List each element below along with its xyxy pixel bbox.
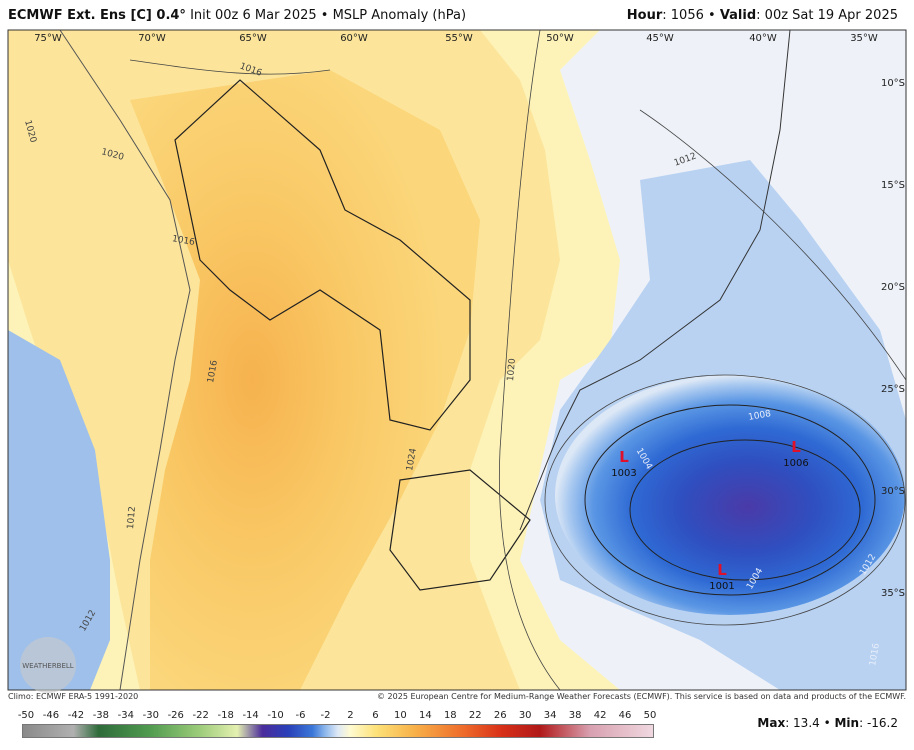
borders: [174, 79, 471, 431]
latitude-label: 20°S: [881, 282, 905, 293]
colorbar-label: -2: [320, 710, 331, 721]
low-pressure: 1006: [783, 458, 808, 469]
longitude-label: 35°W: [850, 33, 878, 44]
colorbar-label: -18: [217, 710, 234, 721]
isobar: [499, 29, 561, 691]
isobar: [584, 404, 876, 596]
colorbar-label: 50: [643, 710, 657, 721]
climo-note: Climo: ECMWF ERA-5 1991-2020: [8, 692, 139, 701]
longitude-label: 50°W: [546, 33, 574, 44]
valid-value: : 00z Sat 19 Apr 2025: [756, 8, 898, 23]
contour-label: 1012: [126, 506, 138, 530]
colorbar-label: -34: [117, 710, 134, 721]
title: ECMWF Ext. Ens [C] 0.4°: [8, 8, 186, 23]
isobar: [639, 109, 907, 381]
subtitle: Init 00z 6 Mar 2025 • MSLP Anomaly (hPa): [190, 8, 467, 23]
header-left: ECMWF Ext. Ens [C] 0.4° Init 00z 6 Mar 2…: [8, 8, 466, 23]
longitude-label: 45°W: [646, 33, 674, 44]
colorbar-label: -22: [192, 710, 209, 721]
colorbar-label: 10: [394, 710, 407, 721]
colorbar-label: -6: [295, 710, 306, 721]
pacific-cool-anomaly: [8, 330, 110, 690]
low-pressure: 1001: [709, 581, 734, 592]
contour-label: 1020: [506, 358, 518, 382]
colorbar-label: 38: [568, 710, 582, 721]
latitude-label: 10°S: [881, 78, 905, 89]
map-frame: [7, 29, 907, 691]
colorbar-label: 30: [518, 710, 532, 721]
colorbar-label: 34: [543, 710, 557, 721]
logo-badge: [20, 637, 76, 693]
isobar: [544, 374, 906, 626]
latitude-label: 35°S: [881, 588, 905, 599]
colorbar-label: 6: [372, 710, 379, 721]
coastline: [59, 29, 191, 691]
colorbar-label: 18: [443, 710, 457, 721]
longitude-label: 40°W: [749, 33, 777, 44]
min-label: Min: [834, 716, 860, 730]
low-pressure: 1003: [611, 468, 636, 479]
colorbar-label: -50: [17, 710, 35, 721]
borders: [389, 469, 531, 591]
low-symbol: L: [717, 561, 727, 579]
latitude-label: 15°S: [881, 180, 905, 191]
colorbar-label: -46: [42, 710, 60, 721]
contour-label: 1024: [405, 447, 419, 472]
low-symbol: L: [619, 448, 629, 466]
valid-label: Valid: [719, 8, 757, 23]
contour-label: 1016: [206, 359, 220, 384]
hour-value: : 1056 •: [662, 8, 716, 23]
colorbar-label: -26: [167, 710, 184, 721]
strong-warm-anomaly: [130, 70, 480, 690]
longitude-label: 65°W: [239, 33, 267, 44]
hour-label: Hour: [626, 8, 663, 23]
colorbar-label: 26: [493, 710, 507, 721]
longitude-label: 75°W: [34, 33, 62, 44]
max-value: : 13.4 •: [785, 716, 831, 730]
coastline: [519, 29, 791, 531]
colorbar-label: 14: [418, 710, 432, 721]
low-anomaly: [555, 375, 905, 615]
contour-label: 1016: [868, 642, 882, 667]
colorbar-label: 42: [593, 710, 607, 721]
contour-label: 1008: [748, 409, 773, 423]
longitude-label: 55°W: [445, 33, 473, 44]
logo: WEATHERBELL: [22, 662, 74, 670]
latitude-label: 25°S: [881, 384, 905, 395]
colorbar: [22, 724, 654, 738]
contour-label: 1016: [171, 234, 196, 248]
latitude-label: 30°S: [881, 486, 905, 497]
longitude-label: 60°W: [340, 33, 368, 44]
copyright: © 2025 European Centre for Medium-Range …: [377, 692, 906, 701]
header-right: Hour: 1056 • Valid: 00z Sat 19 Apr 2025: [627, 8, 898, 23]
colorbar-label: -10: [267, 710, 284, 721]
colorbar-label: 46: [618, 710, 632, 721]
colorbar-label: -14: [242, 710, 259, 721]
colorbar-label: -30: [142, 710, 159, 721]
low-symbol: L: [791, 438, 801, 456]
colorbar-label: 2: [347, 710, 354, 721]
isobar: [129, 59, 331, 75]
colorbar-label: 22: [468, 710, 482, 721]
min-value: : -16.2: [859, 716, 898, 730]
max-label: Max: [757, 716, 786, 730]
colorbar-label: -38: [92, 710, 110, 721]
isobar: [629, 439, 861, 581]
max-min: Max: 13.4 • Min: -16.2: [757, 716, 898, 730]
longitude-label: 70°W: [138, 33, 166, 44]
colorbar-label: -42: [67, 710, 85, 721]
